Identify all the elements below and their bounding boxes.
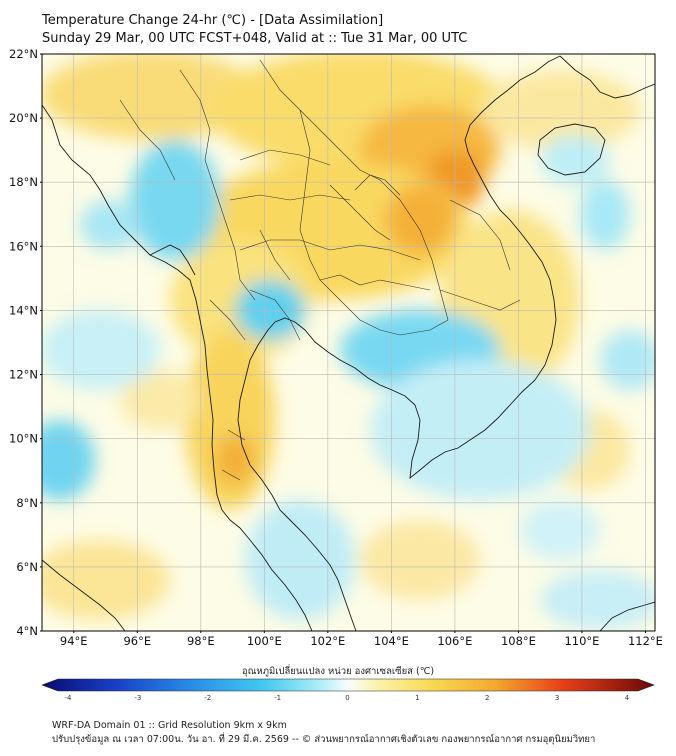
lat-tick-label: 20°N (9, 111, 38, 125)
colorbar-tick-label: 2 (485, 694, 489, 702)
coast-myanmar-west (42, 104, 223, 511)
colorbar-tick-label: -1 (274, 694, 281, 702)
coast-mekong-delta (409, 364, 546, 480)
coast-china-south (559, 55, 655, 99)
colorbar-tick-label: -3 (134, 694, 141, 702)
lat-tick-label: 18°N (9, 175, 38, 189)
longitude-axis: 94°E 96°E 98°E 100°E 102°E 104°E 106°E 108°E 110… (60, 631, 663, 648)
lat-tick-label: 16°N (9, 239, 38, 253)
lon-tick-label: 98°E (187, 634, 215, 648)
lat-tick-label: 10°N (9, 432, 38, 446)
coast-peninsula-west (221, 509, 313, 631)
colorbar-bar (41, 678, 655, 692)
colorbar-tick-label: 3 (555, 694, 559, 702)
graticule (42, 54, 655, 631)
colorbar: -4 -3 -2 -1 0 1 2 3 4 (41, 678, 655, 702)
lat-tick-label: 22°N (9, 47, 38, 61)
map-title: Temperature Change 24-hr (℃) - [Data Ass… (42, 13, 384, 28)
lon-tick-label: 112°E (628, 634, 663, 648)
lon-tick-label: 106°E (437, 634, 472, 648)
map-frame (41, 53, 656, 632)
lat-tick-label: 4°N (16, 624, 38, 638)
colorbar-tick-label: -4 (65, 694, 73, 702)
lon-tick-label: 94°E (60, 634, 88, 648)
lon-tick-label: 108°E (501, 634, 536, 648)
map-title-block: Temperature Change 24-hr (℃) - [Data Ass… (42, 12, 467, 48)
coast-hainan (537, 123, 606, 176)
footer: WRF-DA Domain 01 :: Grid Resolution 9km … (52, 719, 595, 747)
colorbar-label: อุณหภูมิเปลี่ยนแปลง หน่วย องศาเซลเซียส (… (241, 666, 435, 677)
coast-sumatra (42, 559, 126, 631)
coast-gulf-top (267, 317, 416, 406)
lat-tick-label: 6°N (16, 560, 38, 574)
coastlines (42, 55, 655, 631)
colorbar-tick-label: -2 (204, 694, 211, 702)
lat-tick-label: 12°N (9, 368, 38, 382)
coast-irrawaddy-delta (149, 244, 196, 276)
coast-borneo (599, 601, 655, 631)
colorbar-tick-label: 0 (345, 694, 349, 702)
coast-peninsula-east (237, 329, 357, 631)
latitude-axis: 22°N 20°N 18°N 16°N 14°N 12°N 10°N 8°N 6°N 4°N (9, 47, 42, 638)
coast-vietnam-east (464, 55, 561, 366)
map-subtitle: Sunday 29 Mar, 00 UTC FCST+048, Valid at… (42, 31, 468, 46)
colorbar-tick-label: 4 (625, 694, 630, 702)
lat-tick-label: 8°N (16, 496, 38, 510)
lat-tick-label: 14°N (9, 303, 38, 317)
colorbar-ticks: -4 -3 -2 -1 0 1 2 3 4 (65, 694, 630, 702)
province-borders (119, 59, 521, 481)
lon-tick-label: 110°E (564, 634, 599, 648)
temperature-field (42, 54, 655, 631)
lon-tick-label: 96°E (123, 634, 151, 648)
colorbar-tick-label: 1 (415, 694, 419, 702)
footer-model-info: WRF-DA Domain 01 :: Grid Resolution 9km … (52, 720, 287, 731)
lon-tick-label: 102°E (310, 634, 345, 648)
lon-tick-label: 104°E (374, 634, 409, 648)
footer-credit: ปรับปรุงข้อมูล ณ เวลา 07:00น. วัน อา. ที… (52, 734, 596, 745)
lon-tick-label: 100°E (247, 634, 282, 648)
